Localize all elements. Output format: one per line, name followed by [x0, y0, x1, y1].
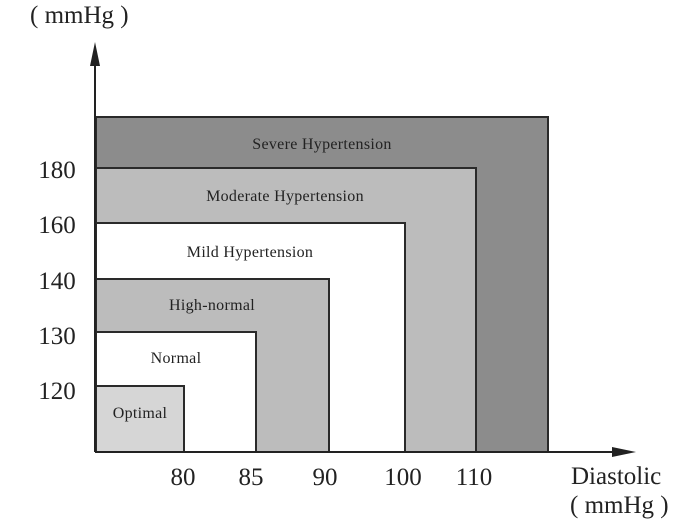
x-axis-label: Diastolic [571, 463, 662, 490]
y-tick-120: 120 [38, 378, 76, 405]
zone-label-normal: Normal [150, 350, 202, 367]
y-tick-160: 160 [38, 212, 76, 239]
zone-label-moderate: Moderate Hypertension [206, 188, 364, 205]
y-axis-unit: ( mmHg ) [30, 2, 129, 29]
y-tick-180: 180 [38, 157, 76, 184]
x-tick-110: 110 [455, 464, 493, 491]
x-axis-arrow-icon [612, 447, 636, 457]
y-tick-140: 140 [38, 268, 76, 295]
zone-label-high-normal: High-normal [169, 297, 255, 314]
x-axis-unit: ( mmHg ) [570, 492, 669, 519]
x-tick-80: 80 [170, 464, 196, 491]
y-axis-arrow-icon [90, 42, 100, 66]
zone-label-mild: Mild Hypertension [186, 244, 314, 261]
zone-label-severe: Severe Hypertension [252, 136, 392, 153]
x-tick-100: 100 [384, 464, 422, 491]
x-tick-90: 90 [312, 464, 338, 491]
y-tick-130: 130 [38, 323, 76, 350]
zone-label-optimal: Optimal [112, 405, 168, 422]
x-tick-85: 85 [238, 464, 264, 491]
